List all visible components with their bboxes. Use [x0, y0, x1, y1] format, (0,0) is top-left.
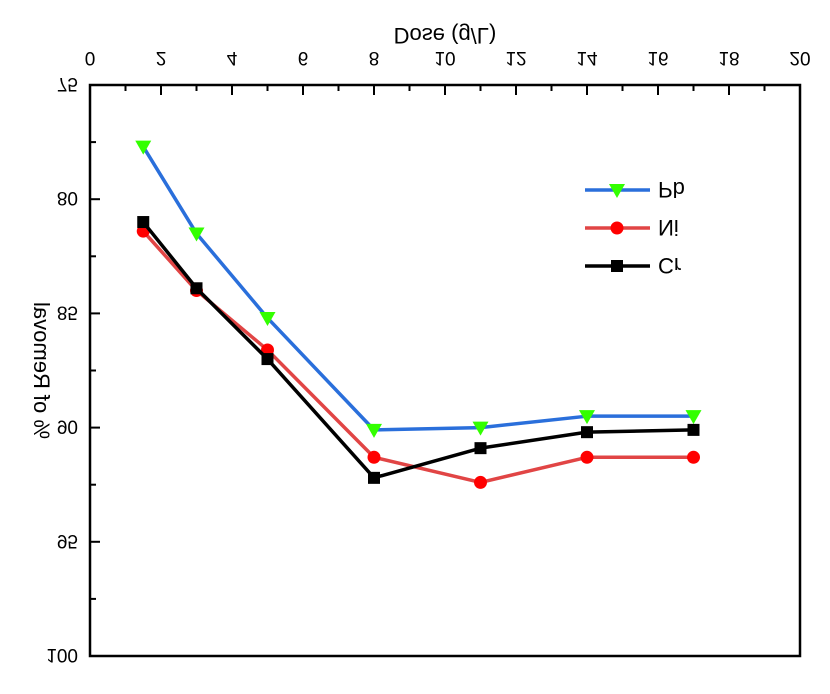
x-tick-label: 0 — [85, 47, 96, 68]
legend-label: Cr — [658, 253, 681, 278]
y-tick-label: 95 — [57, 530, 78, 551]
x-tick-label: 16 — [647, 47, 668, 68]
x-tick-label: 8 — [369, 47, 380, 68]
y-tick-label: 100 — [46, 644, 78, 665]
data-point — [366, 423, 382, 438]
legend-marker — [610, 221, 624, 235]
data-point — [579, 410, 595, 425]
x-tick-label: 18 — [718, 47, 739, 68]
plot-frame — [88, 83, 802, 658]
data-point — [474, 475, 487, 489]
y-tick-label: 80 — [57, 187, 78, 208]
data-point — [685, 410, 702, 425]
y-tick-label: 75 — [57, 73, 78, 94]
data-point — [472, 421, 489, 436]
data-point — [581, 426, 593, 439]
series-cr — [137, 216, 700, 484]
series-line — [141, 220, 694, 480]
x-tick-label: 4 — [227, 47, 238, 68]
data-point — [580, 450, 594, 464]
y-tick-label: 85 — [57, 301, 78, 322]
data-point — [259, 311, 276, 326]
data-point — [190, 282, 203, 295]
x-tick-label: 2 — [156, 47, 167, 68]
legend: Pb Ni Cr — [585, 177, 685, 278]
data-point — [137, 216, 150, 229]
legend-label: Pb — [658, 177, 685, 202]
data-point — [188, 227, 205, 242]
x-tick-label: 20 — [789, 47, 810, 68]
x-tick-label: 14 — [576, 47, 598, 68]
x-tick-label: 10 — [434, 47, 455, 68]
series-pb — [135, 140, 702, 438]
data-point — [367, 450, 381, 464]
x-tick-label: 6 — [298, 47, 309, 68]
y-axis-title: % of Removal — [29, 302, 54, 439]
legend-marker — [611, 260, 623, 272]
y-tick-label: 90 — [57, 416, 78, 437]
data-point — [687, 450, 700, 464]
x-axis-title: Dose (g/L) — [394, 23, 497, 48]
data-point — [261, 353, 274, 366]
legend-marker — [609, 184, 625, 198]
data-point — [368, 471, 380, 484]
data-point — [135, 140, 152, 155]
legend-label: Ni — [658, 215, 679, 240]
x-tick-label: 12 — [505, 47, 526, 68]
data-point — [687, 423, 700, 436]
data-point — [474, 442, 487, 455]
